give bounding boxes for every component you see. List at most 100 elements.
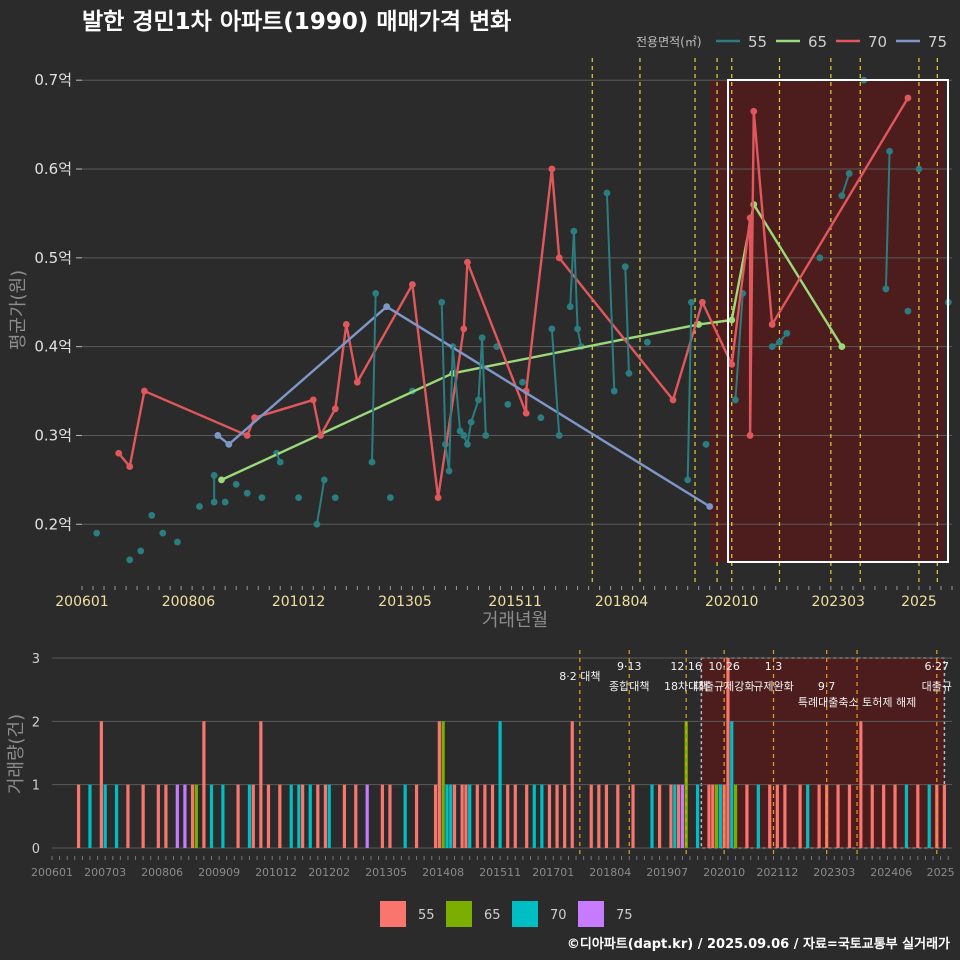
- volume-bar-55: [676, 784, 681, 848]
- volume-bar-75: [175, 784, 179, 848]
- legend-label-75: 75: [928, 33, 947, 51]
- data-point-70: [141, 387, 148, 395]
- data-point-55: [684, 476, 692, 484]
- series-line-55: [686, 302, 693, 480]
- volume-bar-55: [414, 784, 419, 848]
- series-line-55: [466, 421, 473, 445]
- volume-bar-55: [555, 784, 559, 848]
- data-point-55: [93, 529, 101, 537]
- data-point-55: [232, 480, 240, 488]
- volume-bar-70: [756, 784, 760, 848]
- y-tick-label: 0.3억: [34, 426, 72, 444]
- policy-annotation-label: 종합대책: [609, 680, 649, 693]
- volume-bar-55: [783, 784, 787, 848]
- data-point-70: [126, 463, 134, 470]
- volume-bar-70: [103, 784, 107, 848]
- data-point-55: [904, 307, 912, 315]
- volume-bar-55: [882, 784, 886, 848]
- volume-bar-55: [433, 784, 438, 848]
- data-point-70: [331, 405, 339, 413]
- x-tick-label: 201305: [378, 594, 431, 610]
- data-point-55: [174, 538, 181, 546]
- volume-x-tick-label: 202010: [703, 866, 745, 879]
- volume-x-tick-label: 200806: [141, 866, 183, 879]
- data-point-70: [768, 321, 776, 328]
- volume-bar-55: [563, 784, 567, 848]
- volume-bar-55: [525, 784, 529, 848]
- data-point-70: [464, 258, 471, 266]
- volume-legend-swatch-75: [578, 901, 604, 927]
- policy-annotation-label: 특례대출축소 토허제 해제: [798, 695, 916, 709]
- volume-bar-55: [616, 784, 620, 848]
- volume-bar-70: [730, 721, 734, 848]
- volume-bar-55: [156, 784, 160, 848]
- volume-bar-70: [247, 784, 252, 848]
- legend-label-65: 65: [808, 33, 827, 51]
- size-legend: 55 65 70 75: [716, 33, 947, 51]
- series-line-55: [624, 266, 630, 374]
- policy-annotation-label: 규제완화: [753, 680, 793, 693]
- series-line-55: [451, 346, 462, 432]
- source-credit: ©디아파트(dapt.kr) / 2025.09.06 / 자료=국토교통부 실…: [567, 936, 950, 952]
- data-point-55: [331, 494, 339, 502]
- volume-legend-label-70: 70: [550, 908, 567, 923]
- volume-bar-70: [927, 784, 931, 848]
- volume-bar-55: [342, 784, 347, 848]
- chart-title: 발한 경민1차 아파트(1990) 매매가격 변화: [82, 9, 511, 35]
- volume-bar-55: [745, 784, 749, 848]
- y-tick-label: 0.7억: [34, 71, 72, 89]
- volume-bar-70: [806, 784, 810, 848]
- data-point-70: [309, 396, 317, 404]
- x-tick-label: 2025: [901, 594, 937, 610]
- volume-bar-55: [380, 784, 384, 848]
- policy-annotation-label: 8·2 대책: [559, 670, 600, 683]
- data-point-70: [317, 432, 325, 439]
- volume-bar-55: [278, 784, 282, 848]
- volume-bar-70: [904, 784, 909, 848]
- volume-bar-55: [301, 784, 305, 848]
- series-line-55: [576, 328, 583, 347]
- volume-panel: 0 1 2 3 200601 200703 200806 200909 201012 201202…: [31, 650, 955, 879]
- data-point-70: [698, 298, 706, 306]
- series-line-55: [440, 302, 447, 445]
- data-point-55: [816, 254, 824, 262]
- volume-bar-55: [141, 784, 145, 848]
- volume-bar-55: [825, 784, 829, 848]
- policy-annotation-label: 대출규: [922, 680, 952, 693]
- series-line-55: [605, 192, 616, 392]
- series-line-55: [470, 399, 480, 423]
- series-line-75: [217, 305, 711, 508]
- price-panel: 0.2억 0.3억 0.4억 0.5억 0.6억 0.7억 200601 200806 2010…: [34, 58, 953, 610]
- volume-x-tick-label: 201511: [479, 866, 521, 879]
- data-point-70: [548, 165, 556, 173]
- volume-bar-55: [437, 721, 441, 848]
- volume-bar-55: [316, 784, 320, 848]
- volume-bar-55: [669, 784, 673, 848]
- policy-annotation-label: 대출규제강화: [694, 680, 755, 693]
- volume-bar-55: [836, 784, 840, 848]
- volume-bar-75: [365, 784, 369, 848]
- volume-y-tick-label: 0: [32, 842, 40, 857]
- volume-x-tick-label: 201202: [308, 866, 350, 879]
- series-line-55: [481, 337, 487, 436]
- data-point-70: [115, 449, 123, 457]
- x-tick-label: 202303: [811, 594, 864, 610]
- volume-x-tick-label: 202406: [870, 866, 912, 879]
- data-point-70: [353, 378, 361, 386]
- volume-bar-55: [711, 784, 715, 848]
- series-line-55: [734, 293, 744, 401]
- volume-bar-70: [498, 721, 502, 848]
- volume-bar-70: [532, 784, 536, 848]
- series-line-55: [572, 231, 579, 329]
- volume-y-tick-label: 2: [32, 715, 40, 730]
- data-point-70: [904, 94, 912, 102]
- volume-bar-55: [859, 721, 863, 848]
- data-point-55: [566, 303, 574, 311]
- series-line-55: [569, 231, 575, 307]
- volume-highlight-region: [701, 658, 945, 848]
- volume-bar-70: [695, 784, 700, 848]
- data-point-55: [258, 494, 266, 502]
- policy-annotation-date: 9·13: [617, 660, 642, 673]
- series-line-55: [459, 430, 465, 437]
- x-axis-label: 거래년월: [482, 610, 548, 631]
